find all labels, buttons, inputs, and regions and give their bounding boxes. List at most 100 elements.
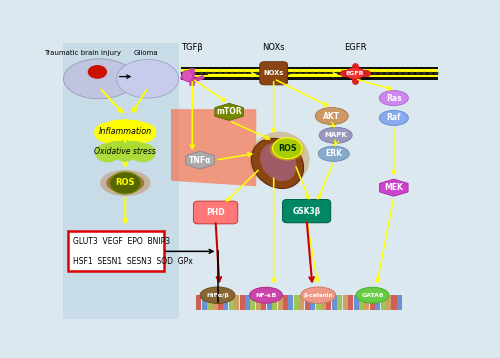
Ellipse shape [200,287,235,304]
Bar [218,295,223,310]
Ellipse shape [182,70,192,81]
Polygon shape [171,109,256,186]
Text: NOXs: NOXs [262,43,285,52]
Bar [250,295,256,310]
Text: GATA6: GATA6 [362,293,384,298]
FancyBboxPatch shape [282,199,331,223]
Polygon shape [380,179,408,196]
Circle shape [186,72,191,75]
Ellipse shape [380,91,408,106]
Text: PHD: PHD [206,208,225,217]
Bar [224,295,228,310]
Circle shape [205,72,210,75]
Circle shape [323,72,328,75]
Circle shape [114,146,136,161]
Bar [397,295,402,310]
Bar [304,295,310,310]
Bar [180,77,438,80]
Circle shape [114,125,137,142]
Text: Oxidative stress: Oxidative stress [94,147,156,156]
Bar [240,295,244,310]
Circle shape [130,144,155,161]
Ellipse shape [316,107,348,125]
Circle shape [212,72,216,75]
Circle shape [121,121,146,139]
Text: EGFR: EGFR [346,71,364,76]
Bar [262,295,266,310]
Bar [245,295,250,310]
Circle shape [292,72,296,75]
Bar [256,295,261,310]
Text: NOXs: NOXs [264,70,284,76]
Circle shape [105,142,128,158]
Ellipse shape [301,287,336,304]
Circle shape [254,72,260,75]
Circle shape [348,72,352,75]
Circle shape [114,141,136,157]
Circle shape [242,72,247,75]
Bar [380,295,386,310]
Text: Inflammation: Inflammation [98,127,152,136]
Circle shape [261,72,266,75]
Circle shape [122,142,146,158]
Bar [294,295,299,310]
Bar [62,43,179,319]
Bar [228,295,234,310]
Ellipse shape [318,146,349,161]
Text: MEK: MEK [384,183,403,192]
Bar [212,295,218,310]
Bar [180,74,438,77]
Circle shape [218,72,222,75]
Circle shape [224,72,228,75]
Circle shape [230,72,234,75]
Bar [278,295,282,310]
Ellipse shape [117,59,179,98]
Circle shape [434,72,439,75]
Ellipse shape [319,127,352,143]
Bar [300,295,304,310]
Text: Traumatic brain injury: Traumatic brain injury [44,49,121,55]
Circle shape [329,72,334,75]
Text: mTOR: mTOR [216,107,242,116]
Bar [364,295,370,310]
Bar [354,295,358,310]
Bar [326,295,332,310]
Text: Glioma: Glioma [134,49,158,55]
Ellipse shape [100,170,150,196]
FancyBboxPatch shape [260,62,287,85]
Polygon shape [215,103,244,120]
Bar [180,67,438,69]
Circle shape [128,123,156,142]
Circle shape [95,123,122,142]
Text: Raf: Raf [386,113,401,122]
Circle shape [298,72,303,75]
Bar [332,295,337,310]
Bar [370,295,375,310]
Circle shape [416,72,420,75]
Text: TGFβ: TGFβ [182,43,203,52]
Circle shape [354,72,358,75]
Circle shape [304,72,309,75]
Circle shape [398,72,402,75]
Circle shape [180,72,185,75]
Circle shape [404,72,408,75]
Bar [316,295,320,310]
Circle shape [336,72,340,75]
Circle shape [272,138,302,159]
Text: GSK3β: GSK3β [292,207,321,216]
Text: NF-κB: NF-κB [256,293,276,298]
Bar [337,295,342,310]
Ellipse shape [346,68,364,79]
Circle shape [366,72,371,75]
Text: ROS: ROS [116,179,135,188]
Text: TNFα: TNFα [189,156,211,165]
FancyBboxPatch shape [68,231,164,271]
Ellipse shape [356,287,389,303]
Bar [180,69,438,72]
Bar [272,295,277,310]
Circle shape [360,72,365,75]
Bar [196,295,201,310]
Circle shape [192,72,198,75]
Bar [386,295,391,310]
Text: GLUT3  VEGF  EPO  BNIP3: GLUT3 VEGF EPO BNIP3 [72,237,170,246]
